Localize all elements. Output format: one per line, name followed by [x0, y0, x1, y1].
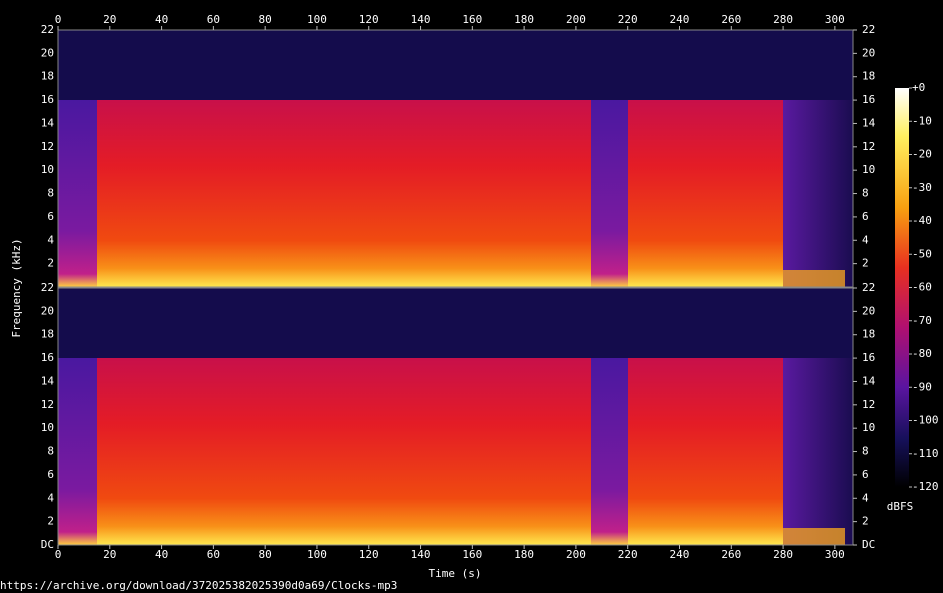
x-tick-label-top: 140: [411, 13, 431, 26]
x-tick-label-bottom: 240: [670, 548, 690, 561]
colorbar-tick-label: -50: [912, 247, 932, 260]
y-tick-label-right: 14: [862, 116, 876, 129]
colorbar-tick-label: -10: [912, 114, 932, 127]
x-tick-label-bottom: 120: [359, 548, 379, 561]
x-tick-label-top: 160: [462, 13, 482, 26]
colorbar-tick-label: -110: [912, 447, 939, 460]
x-tick-label-top: 0: [55, 13, 62, 26]
x-tick-label-bottom: 140: [411, 548, 431, 561]
y-tick-label-right: 22: [862, 281, 875, 294]
y-tick-label-left: 8: [47, 445, 54, 458]
y-tick-label-left: 12: [41, 140, 54, 153]
footer-url: https://archive.org/download/37202538202…: [0, 579, 397, 592]
y-tick-label-left: 22: [41, 23, 54, 36]
colorbar-tick-label: -120: [912, 480, 939, 493]
y-axis-label: Frequency (kHz): [10, 238, 23, 337]
y-tick-label-right: 10: [862, 421, 875, 434]
x-tick-label-top: 300: [825, 13, 845, 26]
channel-1-spectrum: [57, 29, 854, 288]
y-tick-label-right: 22: [862, 23, 875, 36]
colorbar-tick-label: -90: [912, 380, 932, 393]
y-tick-label-left: 10: [41, 421, 54, 434]
colorbar-label: dBFS: [887, 500, 914, 513]
y-tick-label-right: 6: [862, 468, 869, 481]
y-tick-label-left: 16: [41, 351, 54, 364]
colorbar-tick-label: -20: [912, 148, 932, 161]
x-tick-label-bottom: 40: [155, 548, 168, 561]
x-tick-label-top: 60: [207, 13, 220, 26]
y-tick-label-left: 6: [47, 210, 54, 223]
colorbar-tick-label: -60: [912, 281, 932, 294]
y-tick-label-right: 2: [862, 515, 869, 528]
x-tick-label-bottom: 300: [825, 548, 845, 561]
x-tick-label-bottom: 200: [566, 548, 586, 561]
colorbar-tick-label: -100: [912, 414, 939, 427]
colorbar-tick-label: -30: [912, 181, 932, 194]
y-tick-label-left: 4: [47, 491, 54, 504]
x-tick-label-top: 100: [307, 13, 327, 26]
y-tick-label-left: 12: [41, 398, 54, 411]
y-tick-label-left: 2: [47, 257, 54, 270]
y-tick-label-right: 14: [862, 374, 876, 387]
y-tick-label-right: 4: [862, 491, 869, 504]
y-tick-label-left: 22: [41, 281, 54, 294]
x-tick-label-top: 20: [103, 13, 116, 26]
x-tick-label-bottom: 20: [103, 548, 116, 561]
y-tick-label-right: 16: [862, 93, 875, 106]
y-tick-label-right: 16: [862, 351, 875, 364]
y-tick-label-left: 20: [41, 46, 54, 59]
y-tick-label-left: 16: [41, 93, 54, 106]
y-tick-label-right: 20: [862, 46, 875, 59]
x-tick-label-top: 280: [773, 13, 793, 26]
y-tick-label-right: 6: [862, 210, 869, 223]
x-tick-label-top: 180: [514, 13, 534, 26]
x-tick-label-bottom: 220: [618, 548, 638, 561]
y-tick-label-left: 20: [41, 304, 54, 317]
x-tick-label-bottom: 160: [462, 548, 482, 561]
x-tick-label-top: 80: [259, 13, 272, 26]
x-tick-label-bottom: 60: [207, 548, 220, 561]
y-tick-label-left: 14: [41, 116, 55, 129]
y-tick-label-right: 18: [862, 70, 875, 83]
x-tick-label-top: 40: [155, 13, 168, 26]
y-tick-label-right: 12: [862, 398, 875, 411]
x-tick-label-bottom: 100: [307, 548, 327, 561]
y-tick-label-right: 8: [862, 187, 869, 200]
y-tick-label-left: 18: [41, 328, 54, 341]
y-tick-label-left: DC: [41, 538, 54, 551]
colorbar-tick-label: -80: [912, 347, 932, 360]
y-tick-label-right: 2: [862, 257, 869, 270]
y-tick-label-left: 6: [47, 468, 54, 481]
x-tick-label-top: 220: [618, 13, 638, 26]
y-tick-label-right: 18: [862, 328, 875, 341]
colorbar: [895, 88, 909, 487]
x-tick-label-bottom: 260: [721, 548, 741, 561]
x-axis-label: Time (s): [429, 567, 482, 580]
colorbar-tick-label: +0: [912, 81, 925, 94]
y-tick-label-left: 2: [47, 515, 54, 528]
colorbar-tick-label: -40: [912, 214, 932, 227]
y-tick-label-left: 4: [47, 233, 54, 246]
colorbar-tick-label: -70: [912, 314, 932, 327]
x-tick-label-bottom: 0: [55, 548, 62, 561]
x-tick-label-top: 240: [670, 13, 690, 26]
y-tick-label-left: 10: [41, 163, 54, 176]
y-tick-label-left: 8: [47, 187, 54, 200]
y-tick-label-left: 18: [41, 70, 54, 83]
y-tick-label-right: 12: [862, 140, 875, 153]
x-tick-label-top: 200: [566, 13, 586, 26]
y-tick-label-right: 8: [862, 445, 869, 458]
y-tick-label-left: 14: [41, 374, 55, 387]
x-tick-label-bottom: 180: [514, 548, 534, 561]
channel-2-spectrum: [57, 287, 854, 546]
y-tick-label-right: 10: [862, 163, 875, 176]
x-tick-label-bottom: 280: [773, 548, 793, 561]
y-tick-label-right: DC: [862, 538, 875, 551]
x-tick-label-top: 120: [359, 13, 379, 26]
y-tick-label-right: 20: [862, 304, 875, 317]
x-tick-label-bottom: 80: [259, 548, 272, 561]
y-tick-label-right: 4: [862, 233, 869, 246]
x-tick-label-top: 260: [721, 13, 741, 26]
